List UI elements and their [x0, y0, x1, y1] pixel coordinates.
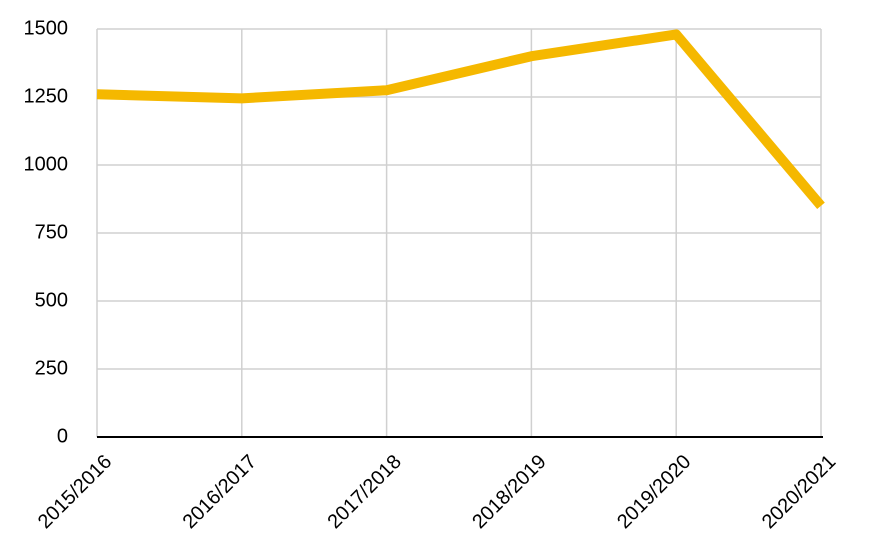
y-tick-label: 0: [57, 425, 68, 447]
x-tick-label: 2019/2020: [613, 451, 695, 533]
x-tick-label: 2015/2016: [34, 451, 116, 533]
x-tick-label: 2020/2021: [758, 451, 840, 533]
y-tick-label: 1250: [24, 85, 69, 107]
x-tick-label: 2016/2017: [179, 451, 261, 533]
x-tick-label: 2017/2018: [323, 451, 405, 533]
y-tick-label: 250: [35, 357, 68, 379]
y-tick-label: 1000: [24, 153, 69, 175]
y-tick-label: 750: [35, 221, 68, 243]
line-series: [96, 29, 825, 210]
x-tick-label: 2018/2019: [468, 451, 550, 533]
y-tick-label: 500: [35, 289, 68, 311]
y-tick-label: 1500: [24, 17, 69, 39]
